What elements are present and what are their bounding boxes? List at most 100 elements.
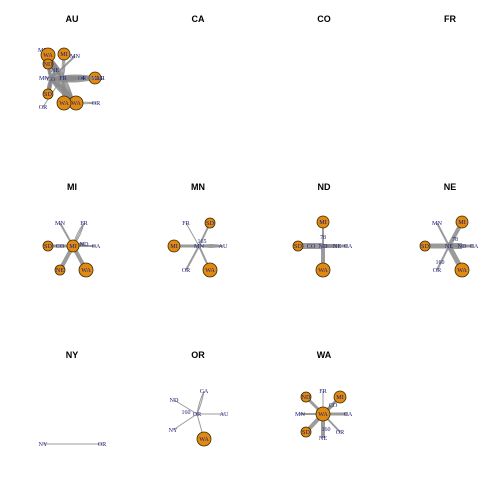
node-label-or: OR: [433, 267, 442, 274]
node-nd: [42, 58, 54, 70]
node-label-wa: WA: [43, 52, 53, 59]
node-label-or: OR: [39, 104, 48, 111]
node-ne: [54, 264, 66, 276]
panel-title: CO: [317, 14, 331, 24]
network-panel-or: OR 160 OR ND CA AU NY WA: [135, 336, 261, 496]
node-label-or: OR: [193, 411, 202, 418]
node-label-mi: MI: [458, 219, 466, 226]
network-panel-ne: NE 78 160 NE MN MI SD ND CA OR WA: [387, 168, 504, 328]
node-label-ne: NE: [51, 67, 59, 74]
panel-title: NE: [443, 182, 457, 192]
node-label-ny: NY: [39, 441, 48, 448]
node-label-mn: MN: [55, 220, 66, 227]
network-graph-nd: 78 ND MI SD CO NE CA WA: [292, 215, 353, 278]
node-label-wa: WA: [318, 411, 328, 418]
node-wa: [196, 431, 212, 447]
node-label-wa: WA: [318, 267, 328, 274]
panel-title: CA: [191, 14, 205, 24]
panel-title: ND: [317, 182, 331, 192]
edge-weight-label: 160: [436, 260, 445, 266]
node-mi: [88, 71, 102, 85]
node-sd: [204, 217, 216, 229]
network-panel-mn: MN 165 MN FR SD MI AU OR WA: [135, 168, 261, 328]
node-label-co: CO: [329, 402, 338, 409]
node-label-co: CO: [47, 76, 56, 83]
node-label-nd: ND: [44, 61, 53, 68]
node-label-sd: SD: [302, 429, 310, 436]
node-label-nd: ND: [80, 241, 89, 248]
node-label-sd: SD: [44, 243, 52, 250]
edge-weight-label: 78: [452, 237, 458, 243]
network-graph-or: 160 OR ND CA AU NY WA: [169, 388, 229, 447]
node-mi: [66, 239, 80, 253]
node-mi: [316, 215, 330, 229]
node-label-mn: MN: [39, 75, 50, 82]
node-label-mi: MI: [60, 51, 68, 58]
network-panel-ny: NY NY OR: [9, 336, 135, 496]
node-wa: [78, 262, 94, 278]
node-label-mi: MI: [336, 394, 344, 401]
node-label-ne: NE: [333, 243, 341, 250]
node-label-au: AU: [96, 75, 105, 82]
edge-or-ca: [196, 390, 205, 415]
node-label-or: OR: [98, 441, 107, 448]
node-label-wa: WA: [81, 267, 91, 274]
network-panel-co: CO CO MN ND NE OR MI SD WA: [42, 0, 387, 160]
node-sd: [292, 240, 304, 252]
network-graph-ne: 78 160 NE MN MI SD ND CA OR WA: [419, 215, 479, 278]
node-label-co: CO: [56, 243, 65, 250]
node-label-sd: SD: [44, 91, 52, 98]
node-label-mn: MN: [194, 243, 205, 250]
node-label-ne: NE: [319, 435, 327, 442]
node-wa: [454, 262, 470, 278]
network-graph-mi: MI MN FR SD CO ND CA NE WA: [42, 220, 101, 278]
node-label-fr: FR: [80, 220, 88, 227]
node-label-ny: NY: [169, 427, 178, 434]
edge-weight-label: 165: [198, 239, 207, 245]
node-mi: [333, 390, 347, 404]
node-label-mi: MI: [69, 243, 77, 250]
edge-fr-au: [62, 76, 101, 79]
node-label-or: OR: [78, 75, 87, 82]
node-sd: [300, 426, 312, 438]
node-label-ne: NE: [56, 267, 64, 274]
panel-title: FR: [444, 14, 456, 24]
network-graph-ca: WACAOR: [40, 47, 101, 107]
edge-or-nd: [173, 399, 198, 415]
network-graph-ny: NY OR: [39, 441, 108, 448]
network-panel-mi: MI MI MN FR SD CO ND CA NE WA: [9, 168, 135, 328]
node-label-wa: WA: [59, 100, 69, 107]
node-label-ca: CA: [92, 243, 101, 250]
node-mi: [167, 239, 181, 253]
node-wa: [315, 406, 331, 422]
node-label-wa: WA: [71, 100, 81, 107]
edge-weight-label: 160: [322, 427, 331, 433]
node-label-ca: CA: [470, 243, 479, 250]
node-label-ca: CA: [344, 243, 353, 250]
node-label-fr: FR: [59, 75, 67, 82]
node-label-mn: MN: [295, 411, 306, 418]
node-label-or: OR: [182, 267, 191, 274]
network-panel-fr: FR 4 MI MN FR AU WA: [39, 0, 504, 160]
node-label-wa: WA: [199, 436, 209, 443]
node-label-mn: MN: [70, 53, 81, 60]
edge-weight-label: 78: [320, 235, 326, 241]
edge-weight-label: 4: [82, 76, 85, 82]
node-wa: [56, 95, 72, 111]
network-panel-ca: CA WACAOR: [40, 0, 261, 160]
node-label-ca: CA: [344, 411, 353, 418]
node-label-mn: MN: [432, 220, 443, 227]
node-label-wa: WA: [457, 267, 467, 274]
node-label-nd: ND: [319, 243, 328, 250]
panel-title: NY: [65, 350, 79, 360]
panel-title: MI: [67, 182, 77, 192]
panel-title: WA: [316, 350, 332, 360]
node-label-ne: NE: [445, 243, 453, 250]
node-label-fr: FR: [319, 388, 327, 395]
edge-mn-or: [185, 245, 200, 271]
node-nd: [300, 391, 312, 403]
node-sd: [419, 240, 431, 252]
node-label-wa: WA: [205, 267, 215, 274]
